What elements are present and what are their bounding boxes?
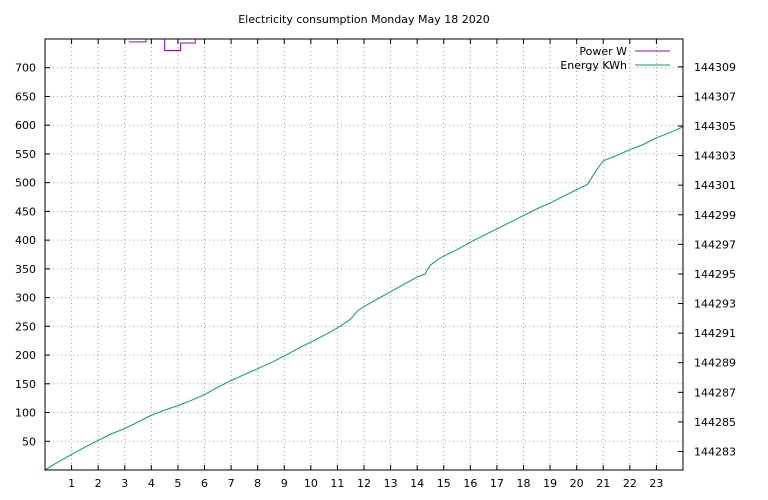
x-tick-label: 7 <box>228 477 235 490</box>
y-tick-label: 200 <box>15 349 36 362</box>
y-tick-label: 550 <box>15 148 36 161</box>
y2-tick-label: 144291 <box>694 327 736 340</box>
series-line-power-w <box>128 39 196 51</box>
x-tick-label: 16 <box>463 477 477 490</box>
y2-tick-label: 144293 <box>694 298 736 311</box>
y2-tick-label: 144283 <box>694 446 736 459</box>
x-tick-label: 1 <box>68 477 75 490</box>
y2-tick-label: 144295 <box>694 268 736 281</box>
x-tick-label: 11 <box>330 477 344 490</box>
y2-tick-label: 144285 <box>694 416 736 429</box>
y-tick-label: 600 <box>15 119 36 132</box>
x-tick-label: 21 <box>596 477 610 490</box>
y-tick-label: 500 <box>15 177 36 190</box>
y-tick-label: 150 <box>15 378 36 391</box>
y2-tick-label: 144299 <box>694 209 736 222</box>
legend-label-energy-kwh: Energy KWh <box>560 59 627 72</box>
x-tick-label: 13 <box>384 477 398 490</box>
y-tick-label: 300 <box>15 292 36 305</box>
x-tick-label: 6 <box>201 477 208 490</box>
legend-label-power-w: Power W <box>579 45 627 58</box>
grid <box>45 39 683 470</box>
x-tick-label: 19 <box>543 477 557 490</box>
y2-tick-label: 144305 <box>694 120 736 133</box>
series-line-energy-kwh <box>45 126 683 470</box>
x-tick-label: 4 <box>148 477 155 490</box>
y2-tick-label: 144297 <box>694 238 736 251</box>
y-tick-label: 400 <box>15 234 36 247</box>
x-tick-label: 2 <box>95 477 102 490</box>
y-tick-label: 350 <box>15 263 36 276</box>
series-layer <box>45 39 683 470</box>
x-tick-label: 14 <box>410 477 424 490</box>
y2-tick-label: 144309 <box>694 61 736 74</box>
x-tick-label: 3 <box>121 477 128 490</box>
y-tick-label: 650 <box>15 90 36 103</box>
x-tick-label: 23 <box>649 477 663 490</box>
x-tick-label: 10 <box>304 477 318 490</box>
x-tick-label: 5 <box>174 477 181 490</box>
x-tick-label: 15 <box>437 477 451 490</box>
x-tick-label: 8 <box>254 477 261 490</box>
axes: 1 2 3 4 5 6 7 8 9 10 11 12 13 14 15 16 17 18 19 20 21 22 23501… <box>15 39 736 490</box>
x-tick-label: 17 <box>490 477 504 490</box>
y-tick-label: 250 <box>15 320 36 333</box>
y-tick-label: 450 <box>15 205 36 218</box>
y2-tick-label: 144289 <box>694 357 736 370</box>
y2-tick-label: 144303 <box>694 150 736 163</box>
x-tick-label: 12 <box>357 477 371 490</box>
y-tick-label: 700 <box>15 62 36 75</box>
chart-title: Electricity consumption Monday May 18 20… <box>238 13 490 26</box>
x-tick-label: 20 <box>570 477 584 490</box>
x-tick-label: 9 <box>281 477 288 490</box>
y2-tick-label: 144301 <box>694 179 736 192</box>
x-tick-label: 22 <box>623 477 637 490</box>
y2-tick-label: 144307 <box>694 90 736 103</box>
y-tick-label: 50 <box>22 435 36 448</box>
y2-tick-label: 144287 <box>694 386 736 399</box>
y-tick-label: 100 <box>15 407 36 420</box>
x-tick-label: 18 <box>517 477 531 490</box>
